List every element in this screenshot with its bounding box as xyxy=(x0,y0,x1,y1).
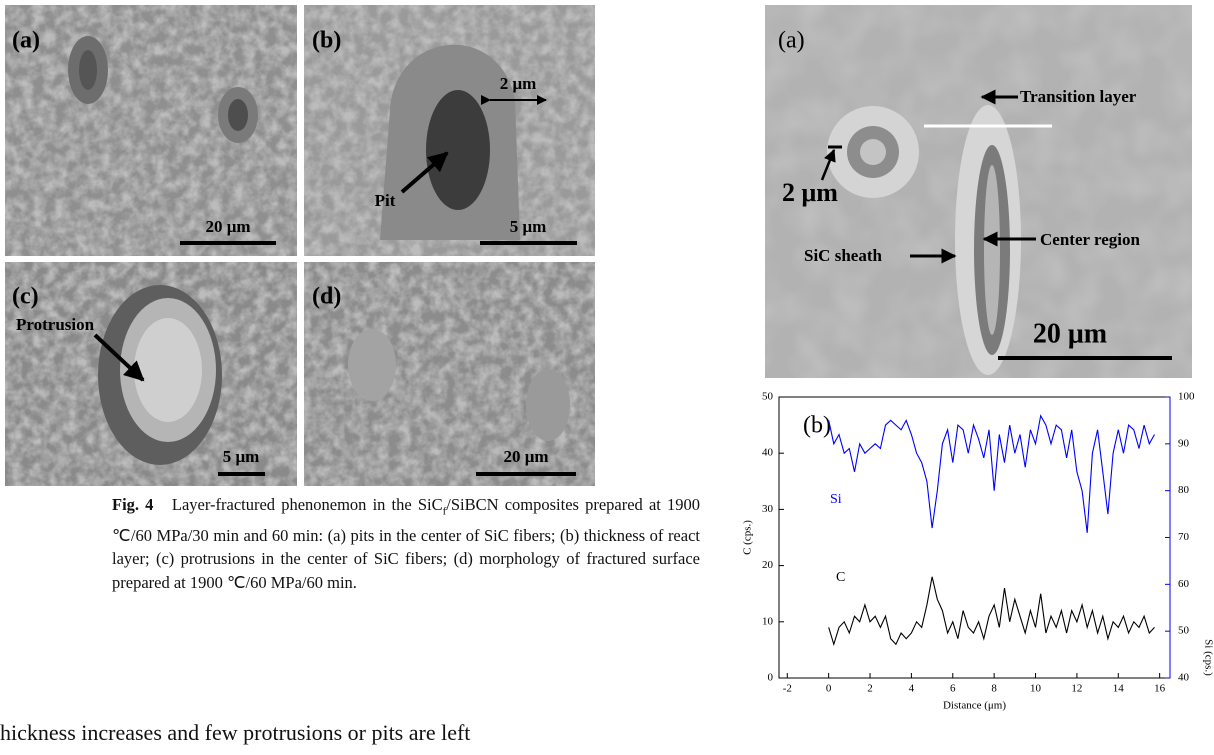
panel-label: (c) xyxy=(12,284,39,310)
line-chart: -2 0 2 4 6 8 10 12 14 16 0 10 20 30 40 50 40 50 60 70 80 90 10… xyxy=(742,391,1214,712)
x-tick-label: -2 xyxy=(783,683,792,695)
y2-tick-label: 100 xyxy=(1178,391,1195,403)
y-tick-label: 40 xyxy=(762,447,774,459)
x-axis-title: Distance (μm) xyxy=(943,700,1006,712)
annotation: Transition layer xyxy=(1020,87,1137,106)
sem-image-a xyxy=(5,5,297,256)
annotation: Protrusion xyxy=(16,315,95,334)
y-axis-title: C (cps.) xyxy=(742,520,754,555)
series-label: C xyxy=(836,570,845,585)
panel-label: (b) xyxy=(803,413,831,439)
panel-label: (a) xyxy=(12,28,40,54)
y-tick-label: 10 xyxy=(762,615,774,627)
y2-tick-label: 70 xyxy=(1178,531,1190,543)
panel-label: (b) xyxy=(312,28,341,54)
annotation: Center region xyxy=(1040,230,1140,249)
y2-tick-label: 50 xyxy=(1178,625,1190,637)
x-tick-label: 4 xyxy=(909,683,915,695)
y2-tick-label: 80 xyxy=(1178,484,1190,496)
x-tick-label: 10 xyxy=(1030,683,1042,695)
y-tick-label: 0 xyxy=(768,672,774,684)
scale-bar-label: 20 μm xyxy=(205,217,250,236)
plot-frame xyxy=(779,397,1170,678)
x-tick-label: 14 xyxy=(1113,683,1125,695)
series-label: Si xyxy=(830,492,842,507)
y-tick-label: 20 xyxy=(762,559,774,571)
scale-bar-label: 5 μm xyxy=(510,217,547,236)
scale-bar-label: 20 μm xyxy=(503,447,548,466)
annotation: 2 μm xyxy=(500,74,537,93)
y2-tick-label: 90 xyxy=(1178,437,1190,449)
data-line xyxy=(829,416,1155,533)
x-tick-label: 2 xyxy=(867,683,873,695)
x-tick-label: 0 xyxy=(826,683,832,695)
figure-caption: Fig. 4 Layer-fractured phenonemon in the… xyxy=(112,493,700,594)
data-line xyxy=(829,577,1155,645)
x-tick-label: 12 xyxy=(1071,683,1082,695)
y-tick-label: 30 xyxy=(762,503,774,515)
scale-bar-label: 5 μm xyxy=(223,447,260,466)
y2-tick-label: 60 xyxy=(1178,578,1190,590)
annotation: 2 μm xyxy=(782,178,838,207)
panel-label: (d) xyxy=(312,284,341,310)
x-tick-label: 8 xyxy=(991,683,997,695)
scale-bar-label: 20 μm xyxy=(1033,318,1107,349)
page-canvas: (a) 20 μm (b) 2 μm Pit 5 μm (c) Protrusi… xyxy=(0,0,1214,755)
x-tick-label: 16 xyxy=(1154,683,1166,695)
annotation: Pit xyxy=(375,191,396,210)
sem-image-b xyxy=(304,5,595,256)
sem-image-d xyxy=(304,262,595,486)
page: (a) 20 μm (b) 2 μm Pit 5 μm (c) Protrusi… xyxy=(0,0,1214,755)
x-tick-label: 6 xyxy=(950,683,956,695)
caption-number: Fig. 4 xyxy=(112,495,153,514)
y2-tick-label: 40 xyxy=(1178,672,1190,684)
caption-text: Layer-fractured phenonemon in the SiC xyxy=(172,495,443,514)
annotation: SiC sheath xyxy=(804,246,882,265)
panel-label: (a) xyxy=(778,28,805,54)
y2-axis-title: Si (cps.) xyxy=(1202,639,1214,676)
y-tick-label: 50 xyxy=(762,391,774,403)
body-text: hickness increases and few protrusions o… xyxy=(0,720,470,746)
